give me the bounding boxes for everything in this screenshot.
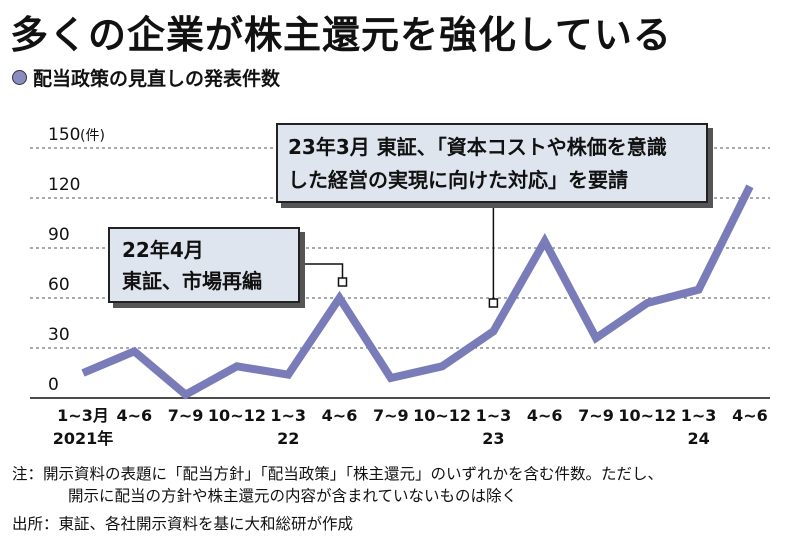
x-tick-label: 7~9 [168, 406, 204, 425]
x-tick-label: 10~12 [618, 406, 676, 425]
y-tick-label: 90 [48, 225, 70, 245]
y-unit-label: (件) [80, 128, 105, 144]
y-tick-label: 30 [48, 325, 70, 345]
y-tick-label: 0 [48, 375, 59, 395]
x-tick-label: 7~9 [373, 406, 409, 425]
chart-title: 多くの企業が株主還元を強化している [10, 13, 672, 57]
annotation-market-restructure-line1: 22年4月 [122, 238, 204, 262]
annotation-tse-request-line1: 23年3月 東証、「資本コストや株価を意識 [288, 135, 667, 159]
series-line [81, 184, 754, 400]
y-tick-label: 120 [48, 175, 80, 195]
x-tick-label: 1~3 [681, 406, 717, 425]
annotation-tse-request-line2: した経営の実現に向けた対応」を要請 [288, 168, 628, 192]
y-tick-label: 150 [48, 125, 80, 145]
annotation-tse-request: 23年3月 東証、「資本コストや株価を意識 した経営の実現に向けた対応」を要請 [276, 123, 708, 203]
legend-dot-icon [12, 70, 27, 85]
x-tick-label: 1~3 [270, 406, 306, 425]
callout-restructure-marker [337, 277, 348, 287]
x-tick-label: 10~12 [208, 406, 266, 425]
footnote-line2: 開示に配当の方針や株主還元の内容が含まれていないものは除く [68, 487, 518, 505]
x-tick-label: 4~6 [527, 406, 563, 425]
x-year-label: 24 [687, 429, 709, 448]
callout-tse-marker [488, 298, 499, 308]
chart-subtitle: 配当政策の見直しの発表件数 [12, 64, 280, 91]
subtitle-text: 配当政策の見直しの発表件数 [33, 68, 281, 90]
x-tick-label: 1~3月 [57, 406, 109, 425]
callout-restructure-leader-line [300, 263, 344, 278]
x-year-label: 23 [482, 429, 504, 448]
x-tick-label: 10~12 [413, 406, 471, 425]
annotation-market-restructure: 22年4月 東証、市場再編 [108, 227, 300, 303]
y-tick-label: 60 [48, 275, 70, 295]
x-tick-label: 4~6 [732, 406, 768, 425]
x-tick-label: 7~9 [578, 406, 614, 425]
annotation-market-restructure-line2: 東証、市場再編 [122, 269, 262, 293]
x-tick-label: 4~6 [322, 406, 358, 425]
x-year-label: 2021年 [53, 429, 114, 448]
x-tick-label: 4~6 [116, 406, 152, 425]
source-note: 出所：東証、各社開示資料を基に大和総研が作成 [12, 515, 354, 533]
x-tick-label: 1~3 [476, 406, 512, 425]
x-year-label: 22 [277, 429, 299, 448]
footnote-line1: 注：開示資料の表題に「配当方針」「配当政策」「株主還元」のいずれかを含む件数。た… [12, 465, 664, 483]
